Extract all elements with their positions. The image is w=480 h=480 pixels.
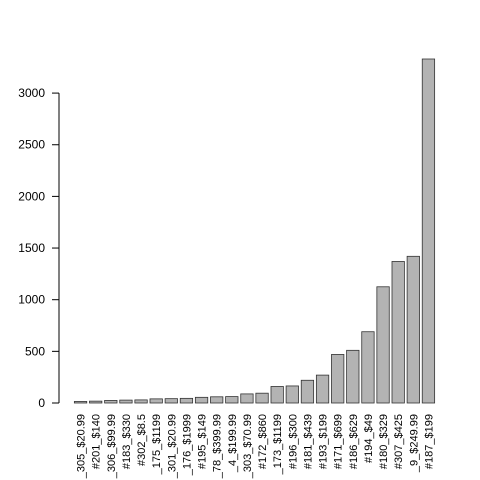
bar (376, 286, 390, 404)
x-tick-label: #187_$199 (423, 414, 435, 469)
x-tick-label: #183_$330 (121, 414, 133, 469)
x-axis-labels: _305_$20.99 #201_$140 _306_$99.99 #183_$330… (76, 414, 436, 479)
x-tick-label: _78_$399.99 (212, 414, 224, 479)
x-tick-label: #302_$8.5 (136, 414, 148, 466)
bar (315, 374, 330, 404)
x-tick-label: _4_$199.99 (227, 414, 239, 473)
bar (119, 399, 133, 404)
x-tick-label: #180_$329 (378, 414, 390, 469)
x-tick-label: #195_$149 (197, 414, 209, 469)
bar (164, 398, 178, 404)
bars (73, 58, 436, 404)
y-tick-label: 1000 (18, 293, 45, 307)
bar (391, 261, 405, 404)
bar (225, 396, 239, 404)
bar (255, 392, 269, 404)
x-tick-label: _173_$1199 (272, 414, 284, 475)
bar (346, 349, 360, 404)
bar (194, 396, 209, 404)
x-tick-label: #307_$425 (393, 414, 405, 469)
x-tick-label: #201_$140 (91, 414, 103, 469)
y-tick-label: 3000 (18, 86, 45, 100)
bar (89, 400, 103, 404)
bar (210, 396, 224, 404)
bar (285, 385, 299, 404)
bar (406, 255, 420, 404)
y-tick-label: 1500 (18, 241, 45, 255)
x-tick-label: _9_$249.99 (408, 414, 420, 473)
x-tick-label: #193_$199 (318, 414, 330, 469)
bar (240, 393, 254, 404)
x-tick-label: _305_$20.99 (76, 414, 88, 479)
bar (134, 399, 148, 404)
bar (179, 397, 194, 404)
x-tick-label: _306_$99.99 (106, 414, 118, 479)
y-tick-label: 0 (38, 396, 45, 410)
x-tick-label: _301_$20.99 (166, 414, 178, 479)
x-tick-label: _176_$1999 (181, 414, 193, 476)
y-tick-label: 2000 (18, 189, 45, 203)
bar (149, 398, 163, 404)
x-tick-label: #181_$439 (302, 414, 314, 469)
bar (331, 354, 345, 404)
x-tick-label: #171_$699 (333, 414, 345, 469)
bar (270, 386, 284, 404)
x-tick-label: _175_$1199 (151, 414, 163, 475)
y-tick-label: 500 (25, 344, 45, 358)
x-tick-label: _303_$70.99 (242, 414, 254, 479)
x-tick-label: #186_$629 (348, 414, 360, 469)
bar (300, 379, 315, 404)
x-tick-label: #172_$860 (257, 414, 269, 469)
y-tick-label: 2500 (18, 138, 45, 152)
bar (73, 401, 88, 404)
y-axis: 0 500 1000 1500 2000 2500 3000 (18, 86, 60, 410)
x-tick-label: #196_$300 (287, 414, 299, 469)
bar (104, 400, 118, 404)
x-tick-label: #194_$49 (363, 414, 375, 463)
bar (361, 331, 375, 404)
bar (421, 58, 436, 404)
